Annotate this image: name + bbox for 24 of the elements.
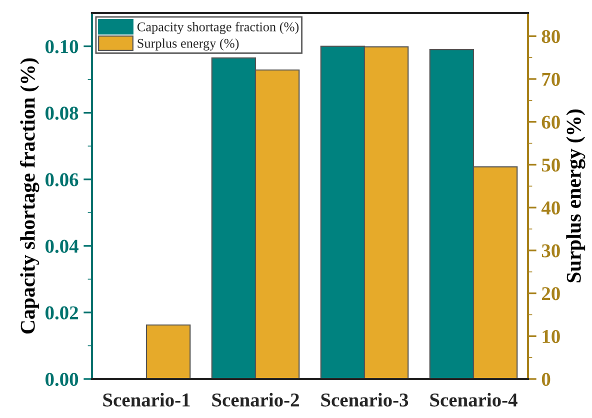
y2-axis-title: Surplus energy (%) [566,110,586,282]
y2-tick-label: 50 [542,158,560,172]
y2-tick-label: 70 [542,72,560,86]
y-tick-label: 0.06 [46,173,78,186]
x-tick-label: Scenario-3 [321,392,408,407]
y-tick-label: 0.02 [46,306,78,320]
y2-tick-label: 10 [542,330,560,344]
y-tick-label: 0.00 [46,372,78,386]
y-tick-label: 0.08 [46,106,78,120]
y2-tick-label: 60 [542,116,560,129]
bar [146,324,191,379]
legend-label: Surplus energy (%) [138,38,239,50]
y2-tick-label: 0 [542,372,550,386]
y-tick-label: 0.04 [46,240,78,253]
y2-tick-label: 20 [542,287,560,300]
y-tick-label: 0.10 [46,40,78,54]
x-tick-label: Scenario-4 [430,392,518,407]
y2-tick-label: 40 [541,201,560,215]
x-tick-label: Scenario-2 [212,392,299,407]
y2-tick-label: 30 [542,244,560,258]
y2-tick-label: 80 [542,30,560,44]
y-axis-title: Capacity shortage fraction (%) [20,58,40,334]
legend-label: Capacity shortage fraction (%) [137,22,299,34]
x-tick-label: Scenario-1 [103,392,190,407]
